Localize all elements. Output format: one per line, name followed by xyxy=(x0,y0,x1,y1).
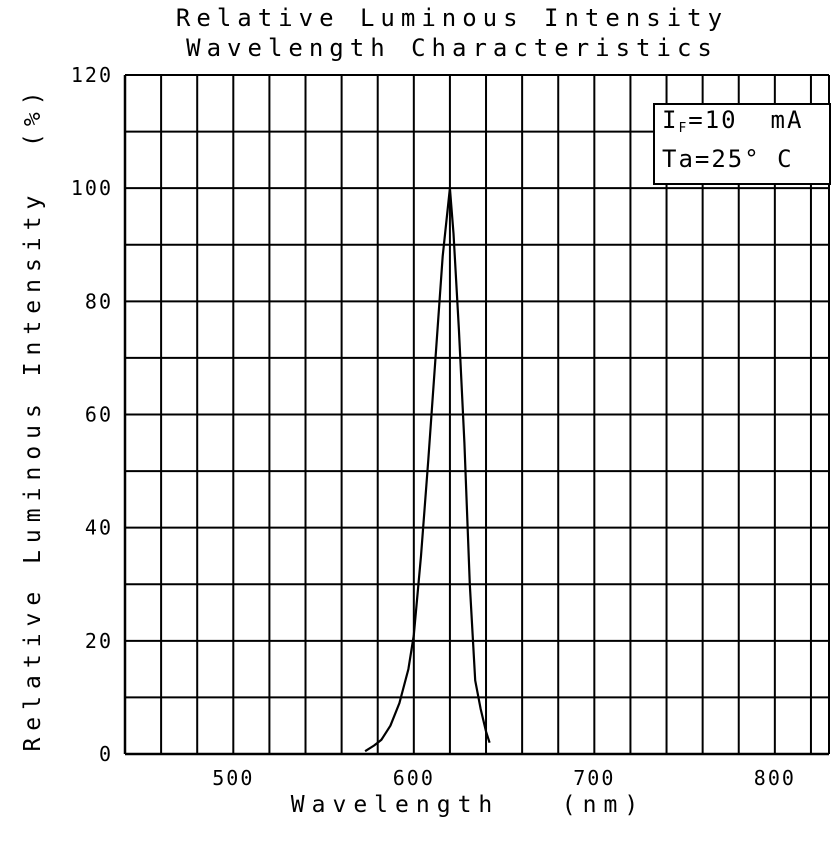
y-tick-label-60: 60 xyxy=(85,403,113,427)
y-tick-label-40: 40 xyxy=(85,516,113,540)
x-tick-label-700: 700 xyxy=(573,766,615,790)
annotation-current-subscript: F xyxy=(678,121,688,136)
y-tick-label-20: 20 xyxy=(85,629,113,653)
annotation-line-1: IF=10 mA xyxy=(662,106,803,136)
series-curve xyxy=(364,187,491,753)
y-axis-label: Relative Luminous Intensity (%) xyxy=(20,84,46,751)
x-axis-label: Wavelength (nm) xyxy=(291,792,645,818)
x-tick-label-500: 500 xyxy=(212,766,254,790)
chart-title-line-1: Relative Luminous Intensity xyxy=(176,4,728,32)
y-tick-label-0: 0 xyxy=(99,742,113,766)
grid-lines xyxy=(123,74,830,756)
chart-title-line-2: Wavelength Characteristics xyxy=(186,34,718,62)
annotation-line-2: Ta=25° C xyxy=(662,145,794,173)
y-tick-label-120: 120 xyxy=(71,63,113,87)
annotation-current-value: =10 mA xyxy=(688,106,803,134)
x-tick-label-600: 600 xyxy=(393,766,435,790)
y-tick-label-100: 100 xyxy=(71,176,113,200)
tick-labels: 0 20 40 60 80 100 120 500 600 700 800 xyxy=(71,63,796,790)
annotation-box-background xyxy=(653,103,831,185)
y-tick-label-80: 80 xyxy=(85,289,113,313)
annotation-current-symbol: I xyxy=(662,106,678,134)
x-tick-label-800: 800 xyxy=(754,766,796,790)
annotation-box: IF=10 mA Ta=25° C xyxy=(653,103,831,185)
